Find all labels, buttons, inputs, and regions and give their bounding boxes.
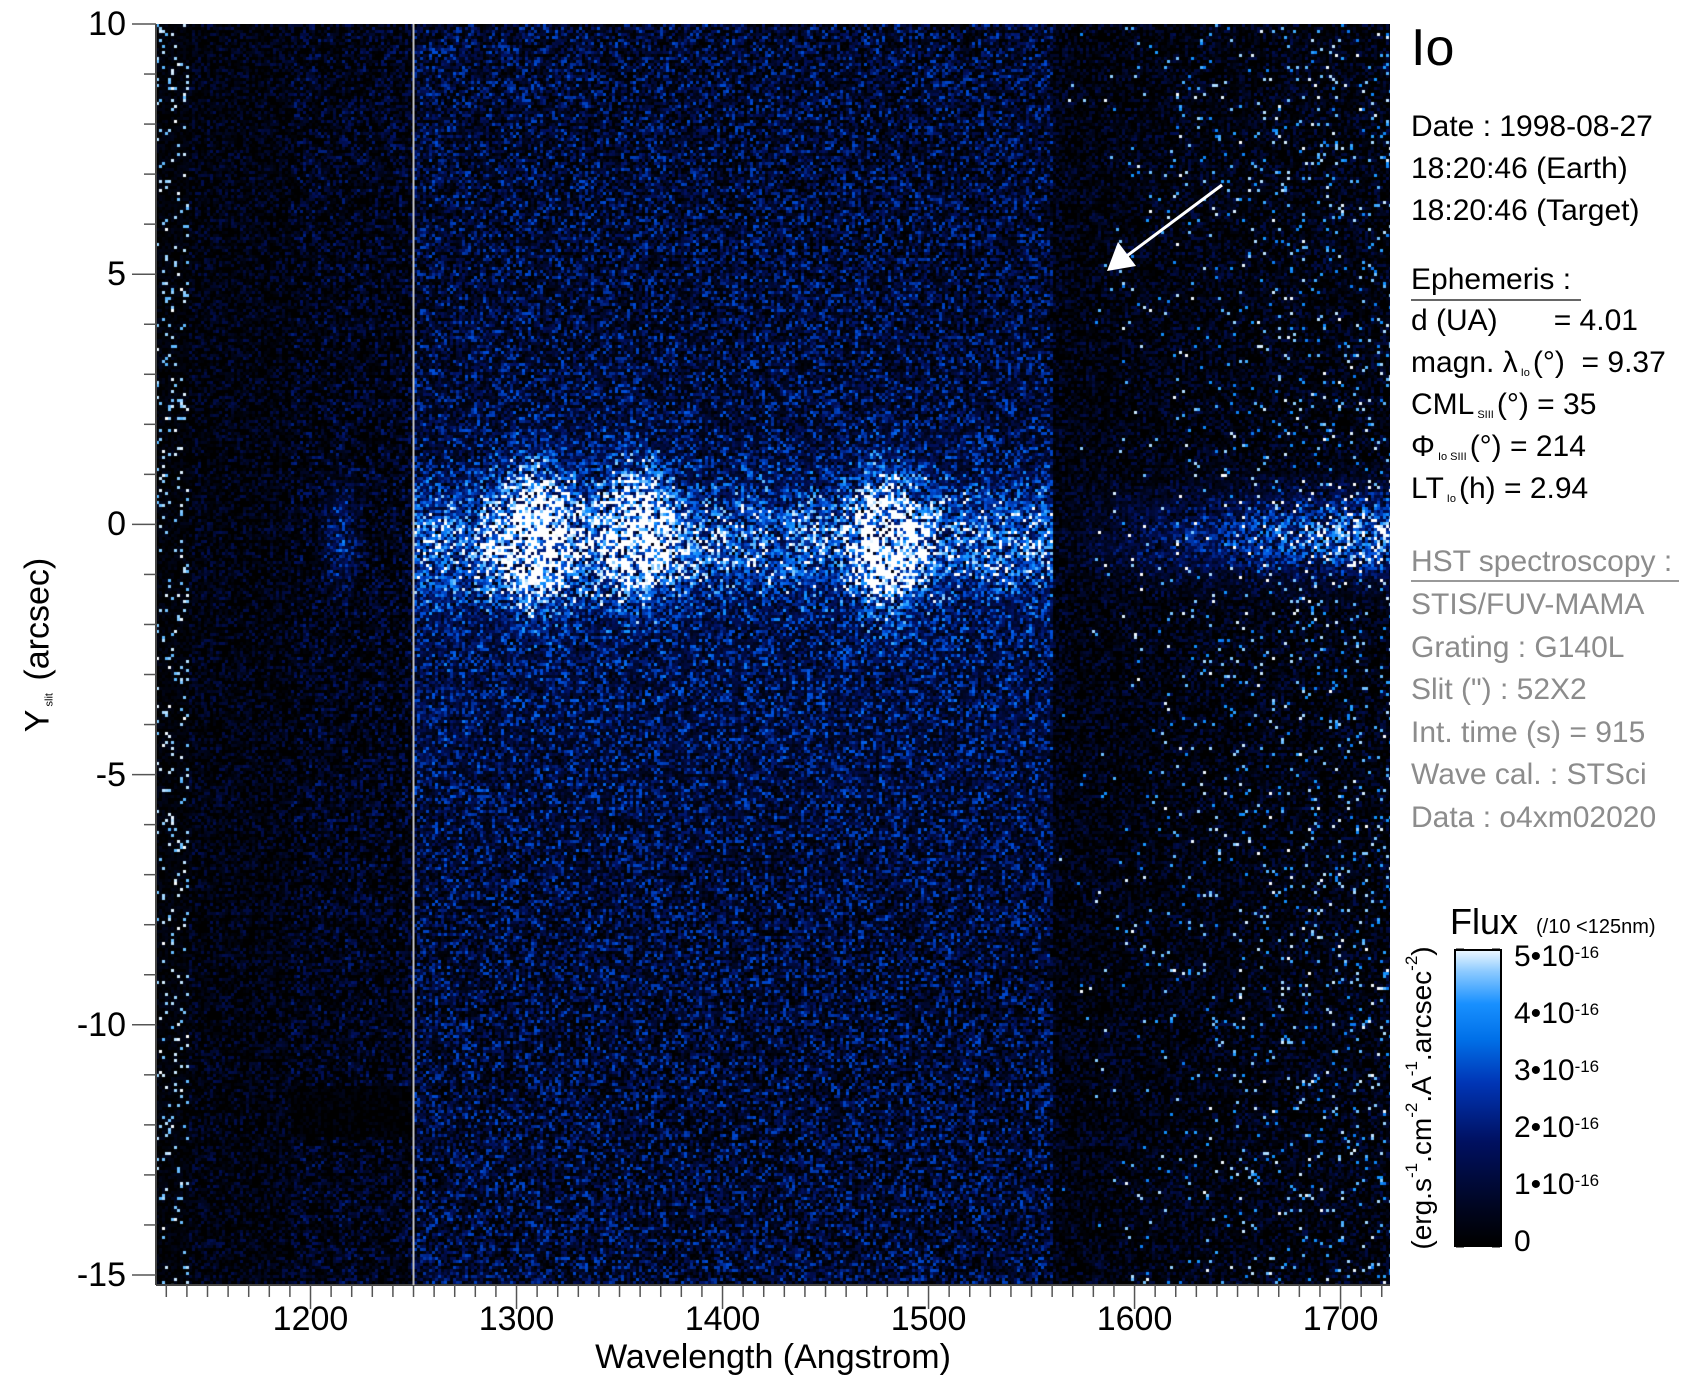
- ephemeris-item: Φ Io SIII (°) = 214: [1411, 430, 1586, 464]
- ephemeris-header: Ephemeris :: [1411, 263, 1572, 296]
- hst-underline: [1411, 580, 1679, 582]
- hst-item: Wave cal. : STSci: [1411, 758, 1647, 791]
- colorbar-unit-label: (erg.s-1.cm-2.A-1.arcsec-2): [1402, 946, 1437, 1250]
- hst-item: Int. time (s) = 915: [1411, 715, 1646, 749]
- y-tick-label: -10: [76, 1005, 126, 1044]
- ephemeris-item: d (UA) = 4.01: [1411, 304, 1638, 337]
- colorbar-tick-label: 4•10-16: [1514, 997, 1600, 1030]
- x-tick-label: 1200: [272, 1300, 349, 1338]
- colorbar-tick-label: 5•10-16: [1514, 940, 1600, 973]
- colorbar: [1454, 949, 1502, 1247]
- ephemeris-item: LT Io (h) = 2.94: [1411, 472, 1589, 506]
- colorbar-title: Flux: [1450, 901, 1519, 942]
- y-axis-label: Yslit (arcsec): [18, 557, 57, 733]
- x-tick-label: 1500: [890, 1300, 967, 1338]
- y-tick-label: 0: [107, 505, 126, 544]
- hst-item: Data : o4xm02020: [1411, 800, 1657, 834]
- spectral-image-heatmap: [156, 24, 1390, 1285]
- annotation-arrow-shaft: [1123, 183, 1223, 260]
- colorbar-tick-label: 0: [1514, 1225, 1531, 1258]
- colorbar-tick-label: 2•10-16: [1514, 1111, 1600, 1144]
- ephemeris-item: magn. λ Io (°) = 9.37: [1411, 346, 1666, 380]
- y-tick-label: 10: [88, 5, 126, 43]
- x-tick-label: 1400: [684, 1300, 761, 1338]
- target-name: Io: [1411, 19, 1455, 77]
- hst-item: STIS/FUV-MAMA: [1411, 588, 1645, 621]
- hst-header: HST spectroscopy :: [1411, 545, 1673, 578]
- annotation-arrow-head: [1107, 242, 1136, 271]
- observation-time-earth: 18:20:46 (Earth): [1411, 152, 1628, 185]
- x-tick-label: 1300: [478, 1300, 555, 1338]
- y-tick-label: -15: [76, 1255, 126, 1294]
- x-tick-label: 1600: [1096, 1300, 1173, 1338]
- y-tick-label: 5: [107, 255, 126, 294]
- observation-time-target: 18:20:46 (Target): [1411, 194, 1640, 227]
- hst-item: Slit (") : 52X2: [1411, 673, 1587, 706]
- hst-item: Grating : G140L: [1411, 630, 1625, 664]
- observation-date: Date : 1998-08-27: [1411, 110, 1653, 143]
- y-tick-label: -5: [95, 755, 126, 794]
- ephemeris-item: CML SIII (°) = 35: [1411, 388, 1597, 422]
- colorbar-note: (/10 <125nm): [1536, 916, 1656, 938]
- x-tick-label: 1700: [1302, 1300, 1379, 1338]
- ephemeris-underline: [1411, 299, 1581, 301]
- x-axis-label: Wavelength (Angstrom): [595, 1338, 951, 1376]
- colorbar-tick-label: 3•10-16: [1514, 1054, 1600, 1087]
- colorbar-tick-label: 1•10-16: [1514, 1168, 1600, 1201]
